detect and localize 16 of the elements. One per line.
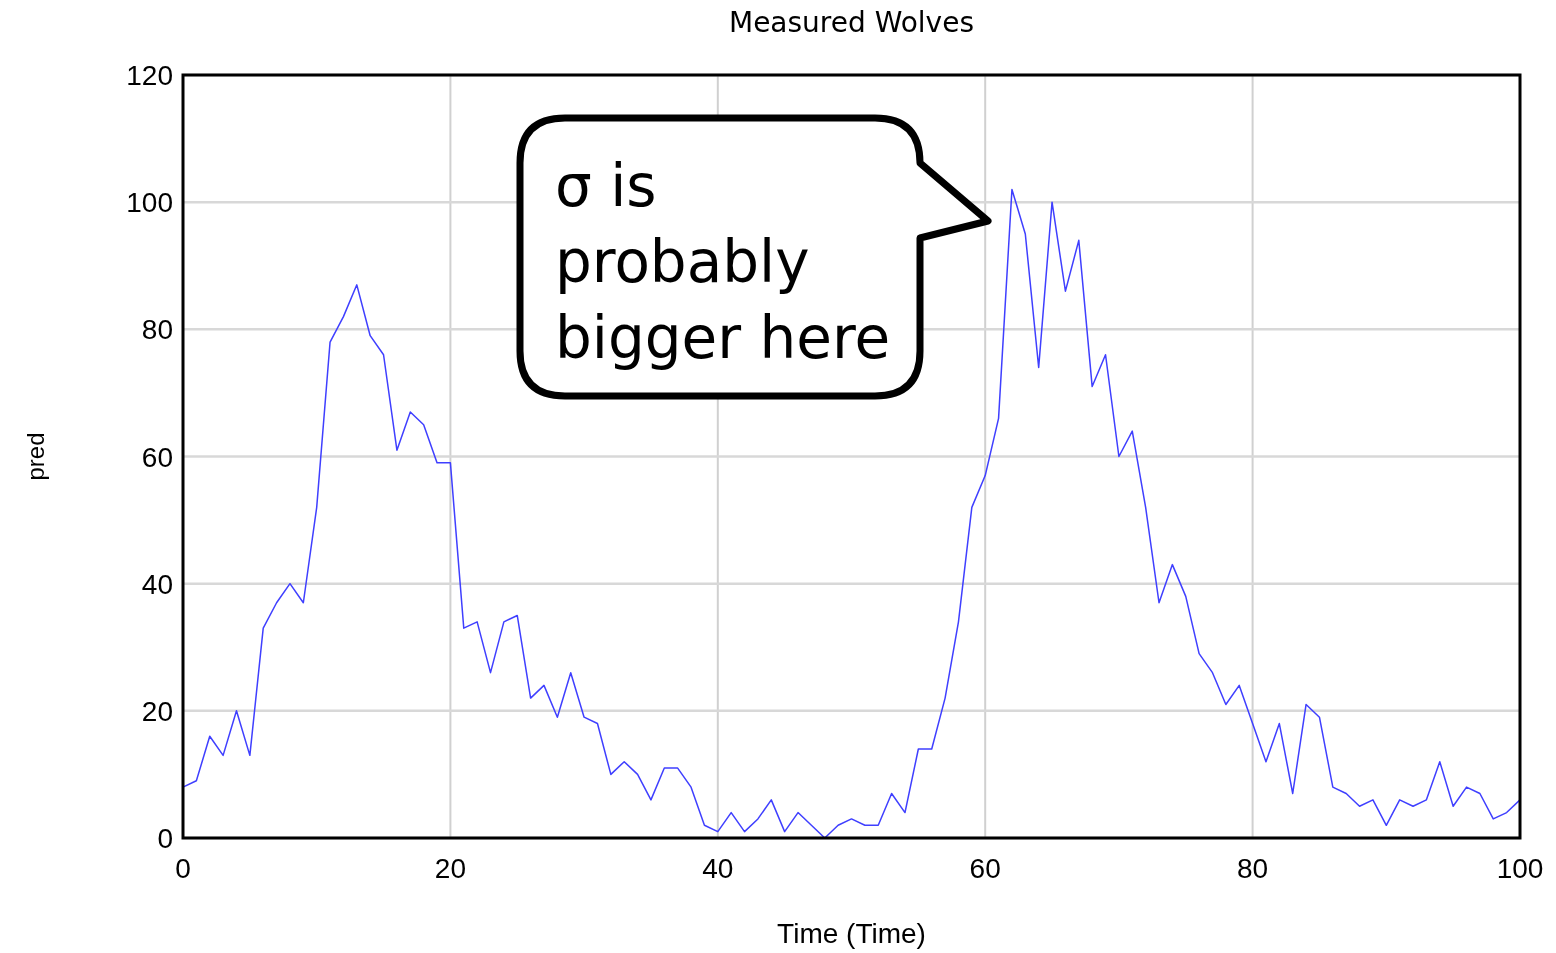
x-tick-label: 60 (969, 853, 1001, 884)
x-tick-label: 100 (1496, 853, 1544, 884)
x-tick-label: 80 (1237, 853, 1269, 884)
y-tick-label: 20 (141, 695, 173, 727)
y-tick-label: 100 (126, 187, 173, 219)
x-tick-label: 20 (434, 853, 466, 884)
y-tick-label: 40 (141, 568, 173, 600)
chart-title: Measured Wolves (728, 6, 975, 39)
x-tick-label: 40 (702, 853, 734, 884)
y-tick-label: 0 (157, 823, 173, 854)
annotation: σ is probably bigger here (555, 152, 891, 372)
x-axis-title: Time (Time) (777, 918, 926, 949)
y-axis-title: pred (22, 432, 49, 481)
y-tick-label: 60 (141, 441, 173, 473)
y-tick-label: 80 (141, 314, 173, 346)
y-tick-label: 120 (126, 60, 173, 91)
